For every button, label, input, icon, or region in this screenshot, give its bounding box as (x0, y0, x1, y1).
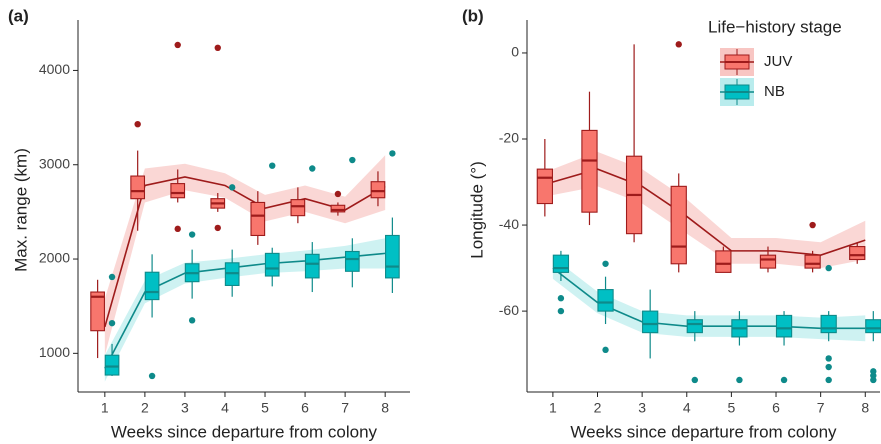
outlier (134, 120, 141, 128)
outlier (675, 41, 682, 48)
y-tick-label: 1000 (39, 344, 70, 360)
box (170, 183, 186, 199)
outlier (557, 307, 565, 315)
outlier (557, 295, 565, 302)
box (775, 314, 793, 338)
outlier (214, 224, 221, 232)
box (344, 250, 360, 272)
box (330, 204, 346, 213)
outlier (825, 363, 832, 371)
box (759, 254, 777, 269)
outlier (309, 165, 316, 172)
outlier (108, 319, 116, 327)
outlier (602, 346, 609, 354)
outlier (188, 231, 196, 238)
legend-label: JUV (764, 53, 792, 70)
box (597, 289, 614, 312)
outlier (269, 162, 276, 169)
outlier (214, 44, 221, 52)
y-tick-label: 2000 (39, 250, 70, 266)
x-tick-label: 2 (141, 400, 149, 416)
y-tick-label: -60 (499, 302, 519, 318)
outlier (334, 190, 342, 198)
x-tick-label: 7 (341, 400, 349, 416)
legend-title: Life−history stage (708, 17, 842, 36)
outlier (870, 376, 877, 384)
panel (536, 41, 881, 384)
x-tick-label: 5 (261, 400, 269, 416)
outlier (825, 264, 832, 272)
x-axis-title: Weeks since departure from colony (111, 422, 378, 441)
y-tick-label: 4000 (39, 61, 70, 77)
box (250, 201, 266, 237)
x-tick-label: 3 (181, 400, 189, 416)
ribbon (104, 155, 386, 356)
y-axis-title: Max. range (km) (11, 148, 30, 272)
box (581, 129, 598, 213)
x-tick-label: 1 (549, 400, 557, 416)
box (304, 253, 320, 279)
box (290, 199, 306, 217)
box (90, 291, 105, 332)
x-tick-label: 6 (301, 400, 309, 416)
x-tick-label: 7 (817, 400, 825, 416)
y-tick-label: 0 (511, 44, 519, 60)
panel-label: (b) (462, 6, 484, 25)
box (130, 175, 146, 200)
outlier (602, 260, 609, 267)
y-axis-title: Longitude (°) (467, 161, 486, 259)
outlier (691, 376, 698, 384)
outlier (108, 273, 116, 281)
x-tick-label: 2 (594, 400, 602, 416)
box (104, 354, 120, 376)
x-tick-label: 1 (101, 400, 109, 416)
box (820, 314, 837, 334)
x-tick-label: 8 (381, 400, 389, 416)
box (536, 168, 553, 205)
x-tick-label: 3 (638, 400, 646, 416)
ribbon (104, 238, 386, 382)
box (804, 254, 821, 269)
box (370, 181, 386, 199)
x-tick-label: 4 (683, 400, 691, 416)
outlier (174, 41, 181, 49)
outlier (825, 376, 832, 384)
box (670, 185, 687, 265)
outlier (148, 372, 156, 380)
box (385, 234, 400, 279)
box (642, 310, 659, 334)
box (552, 254, 570, 273)
outlier (228, 184, 236, 191)
outlier (736, 376, 743, 384)
outlier (174, 225, 181, 233)
x-tick-label: 8 (861, 400, 869, 416)
outlier (349, 156, 356, 164)
outlier (809, 221, 816, 229)
x-tick-label: 5 (727, 400, 735, 416)
x-tick-label: 6 (772, 400, 780, 416)
y-tick-label: 3000 (39, 155, 70, 171)
outlier (825, 355, 832, 362)
outlier (188, 317, 196, 324)
panel-label: (a) (8, 6, 29, 25)
box (686, 319, 703, 334)
box (264, 252, 280, 277)
y-tick-label: -20 (499, 130, 519, 146)
legend-label: NB (764, 83, 785, 100)
panel (90, 41, 400, 382)
x-tick-label: 4 (221, 400, 229, 416)
outlier (389, 150, 396, 157)
box (865, 319, 881, 334)
outlier (780, 376, 788, 384)
box (715, 250, 732, 273)
x-axis-title: Weeks since departure from colony (570, 422, 837, 441)
y-tick-label: -40 (499, 216, 519, 232)
box (849, 246, 866, 261)
box (144, 271, 160, 301)
